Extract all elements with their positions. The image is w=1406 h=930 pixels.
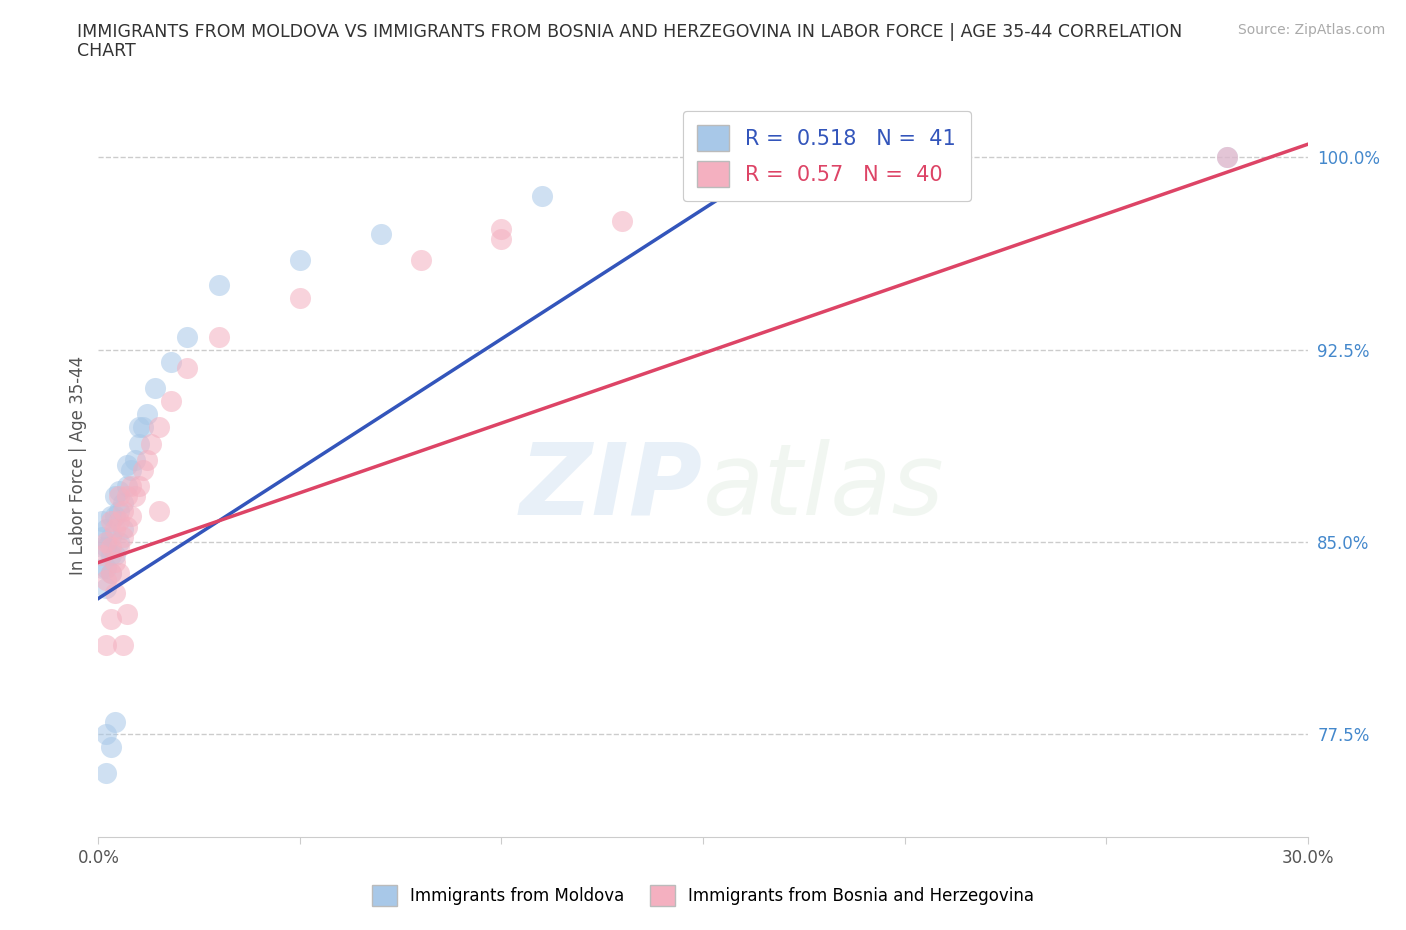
Point: [115, 519, 138, 534]
Legend: R =  0.518   N =  41, R =  0.57   N =  40: R = 0.518 N = 41, R = 0.57 N = 40: [683, 111, 970, 201]
Point: [128, 478, 150, 493]
Point: [111, 496, 134, 511]
Point: [96, 727, 118, 742]
Point: [370, 227, 392, 242]
Text: Source: ZipAtlas.com: Source: ZipAtlas.com: [1237, 23, 1385, 37]
Point: [100, 509, 122, 524]
Point: [148, 419, 170, 434]
Point: [107, 488, 129, 503]
Text: ZIP: ZIP: [520, 439, 703, 536]
Point: [107, 535, 129, 550]
Point: [103, 509, 125, 524]
Point: [120, 509, 142, 524]
Point: [132, 419, 155, 434]
Point: [124, 452, 146, 467]
Point: [491, 232, 513, 246]
Point: [111, 529, 134, 544]
Point: [91, 560, 114, 575]
Point: [100, 739, 122, 754]
Point: [100, 565, 122, 580]
Point: [111, 637, 134, 652]
Point: [96, 637, 118, 652]
Point: [100, 612, 122, 627]
Point: [128, 437, 150, 452]
Point: [135, 406, 157, 421]
Text: IMMIGRANTS FROM MOLDOVA VS IMMIGRANTS FROM BOSNIA AND HERZEGOVINA IN LABOR FORCE: IMMIGRANTS FROM MOLDOVA VS IMMIGRANTS FR…: [77, 23, 1182, 41]
Point: [148, 504, 170, 519]
Point: [91, 539, 114, 554]
Point: [96, 580, 118, 595]
Point: [176, 360, 198, 375]
Point: [530, 188, 553, 203]
Point: [100, 565, 122, 580]
Point: [111, 504, 134, 519]
Point: [91, 529, 114, 544]
Point: [103, 586, 125, 601]
Point: [100, 539, 122, 554]
Point: [1216, 150, 1239, 165]
Point: [288, 252, 311, 267]
Point: [107, 514, 129, 529]
Point: [120, 463, 142, 478]
Point: [409, 252, 432, 267]
Y-axis label: In Labor Force | Age 35-44: In Labor Force | Age 35-44: [69, 355, 87, 575]
Point: [103, 488, 125, 503]
Point: [103, 714, 125, 729]
Point: [176, 329, 198, 344]
Point: [120, 478, 142, 493]
Point: [143, 380, 166, 395]
Point: [96, 522, 118, 537]
Point: [100, 514, 122, 529]
Point: [111, 522, 134, 537]
Point: [288, 291, 311, 306]
Legend: Immigrants from Moldova, Immigrants from Bosnia and Herzegovina: Immigrants from Moldova, Immigrants from…: [366, 879, 1040, 912]
Point: [107, 539, 129, 554]
Text: CHART: CHART: [77, 42, 136, 60]
Point: [139, 437, 162, 452]
Point: [103, 522, 125, 537]
Point: [124, 488, 146, 503]
Point: [612, 214, 634, 229]
Point: [91, 548, 114, 563]
Text: atlas: atlas: [703, 439, 945, 536]
Point: [160, 355, 183, 370]
Point: [107, 484, 129, 498]
Point: [100, 529, 122, 544]
Point: [135, 452, 157, 467]
Point: [491, 221, 513, 236]
Point: [115, 606, 138, 621]
Point: [103, 548, 125, 563]
Point: [96, 560, 118, 575]
Point: [91, 514, 114, 529]
Point: [96, 535, 118, 550]
Point: [96, 573, 118, 588]
Point: [115, 488, 138, 503]
Point: [107, 565, 129, 580]
Point: [208, 329, 231, 344]
Point: [208, 278, 231, 293]
Point: [128, 419, 150, 434]
Point: [103, 555, 125, 570]
Point: [1216, 150, 1239, 165]
Point: [115, 478, 138, 493]
Point: [100, 548, 122, 563]
Point: [96, 539, 118, 554]
Point: [132, 463, 155, 478]
Point: [711, 150, 734, 165]
Point: [96, 765, 118, 780]
Point: [813, 180, 835, 195]
Point: [107, 504, 129, 519]
Point: [160, 393, 183, 408]
Point: [115, 458, 138, 472]
